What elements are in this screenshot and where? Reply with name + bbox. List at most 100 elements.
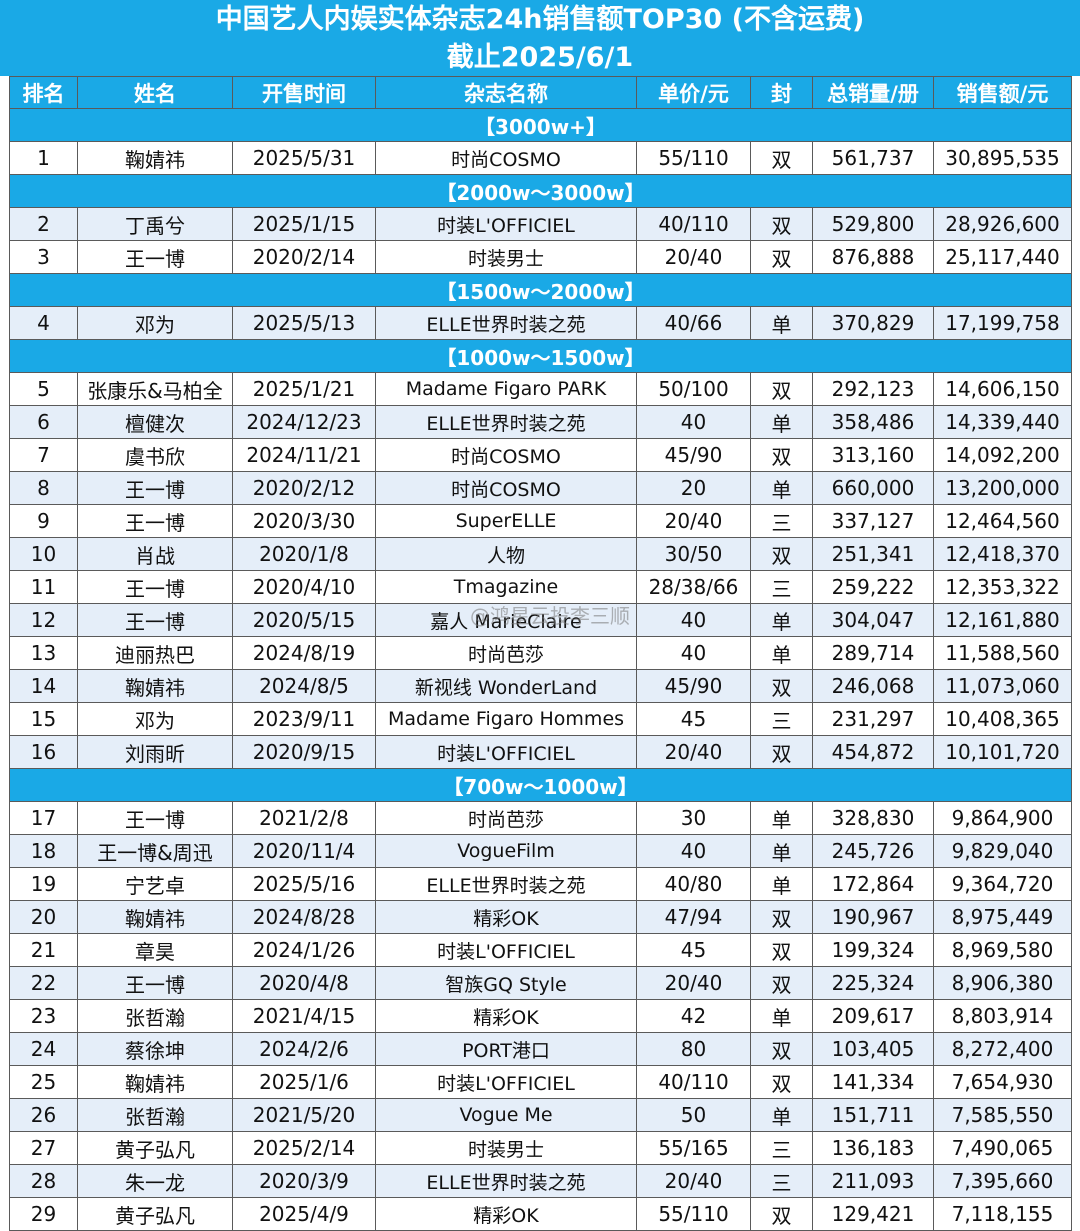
- cell-revenue: 12,464,560: [933, 504, 1072, 538]
- cell-rank: 14: [9, 669, 78, 703]
- cell-revenue: 8,803,914: [933, 999, 1072, 1033]
- table-row: 24 蔡徐坤 2024/2/6 PORT港口 80 双 103,405 8,272,400: [9, 1032, 1072, 1066]
- cell-name: 邓为: [77, 702, 233, 736]
- cell-price: 55/165: [636, 1131, 751, 1165]
- cell-revenue: 25,117,440: [933, 240, 1072, 274]
- cell-price: 20/40: [636, 966, 751, 1000]
- cell-volume: 251,341: [812, 537, 934, 571]
- cell-magazine: Tmagazine: [375, 570, 637, 604]
- cell-cover: 双: [750, 900, 813, 934]
- cell-rank: 15: [9, 702, 78, 736]
- cell-date: 2025/5/31: [232, 141, 376, 175]
- table-row: 11 王一博 2020/4/10 Tmagazine 28/38/66 三 259,222 1…: [9, 570, 1072, 604]
- cell-rank: 17: [9, 801, 78, 835]
- cell-volume: 172,864: [812, 867, 934, 901]
- table-row: 6 檀健次 2024/12/23 ELLE世界时装之苑 40 单 358,486 14,339…: [9, 405, 1072, 439]
- cell-volume: 231,297: [812, 702, 934, 736]
- cell-magazine: 嘉人 MarieClaire: [375, 603, 637, 637]
- cell-volume: 151,711: [812, 1098, 934, 1132]
- cell-revenue: 8,272,400: [933, 1032, 1072, 1066]
- cell-revenue: 12,353,322: [933, 570, 1072, 604]
- table-row: 4 邓为 2025/5/13 ELLE世界时装之苑 40/66 单 370,829 17,19…: [9, 306, 1072, 340]
- cell-magazine: 人物: [375, 537, 637, 571]
- cell-magazine: 时装L'OFFICIEL: [375, 933, 637, 967]
- cell-date: 2020/2/14: [232, 240, 376, 274]
- cell-cover: 双: [750, 372, 813, 406]
- cell-revenue: 10,408,365: [933, 702, 1072, 736]
- cell-date: 2023/9/11: [232, 702, 376, 736]
- cell-date: 2020/11/4: [232, 834, 376, 868]
- table-row: 13 迪丽热巴 2024/8/19 时尚芭莎 40 单 289,714 11,588,560: [9, 636, 1072, 670]
- table-row: 3 王一博 2020/2/14 时装男士 20/40 双 876,888 25,117,440: [9, 240, 1072, 274]
- cell-price: 45: [636, 702, 751, 736]
- cell-volume: 313,160: [812, 438, 934, 472]
- cell-name: 刘雨昕: [77, 735, 233, 769]
- cell-name: 邓为: [77, 306, 233, 340]
- cell-price: 40: [636, 405, 751, 439]
- cell-volume: 129,421: [812, 1197, 934, 1231]
- cell-price: 45: [636, 933, 751, 967]
- cell-magazine: 精彩OK: [375, 999, 637, 1033]
- cell-volume: 337,127: [812, 504, 934, 538]
- cell-rank: 24: [9, 1032, 78, 1066]
- cell-volume: 259,222: [812, 570, 934, 604]
- cell-date: 2020/4/8: [232, 966, 376, 1000]
- cell-name: 檀健次: [77, 405, 233, 439]
- cell-volume: 292,123: [812, 372, 934, 406]
- cell-name: 蔡徐坤: [77, 1032, 233, 1066]
- cell-price: 55/110: [636, 1197, 751, 1231]
- header-date: 开售时间: [232, 76, 376, 109]
- cell-cover: 双: [750, 1032, 813, 1066]
- cell-rank: 19: [9, 867, 78, 901]
- cell-date: 2024/8/5: [232, 669, 376, 703]
- cell-price: 47/94: [636, 900, 751, 934]
- table-row: 23 张哲瀚 2021/4/15 精彩OK 42 单 209,617 8,803,914: [9, 999, 1072, 1033]
- cell-date: 2020/2/12: [232, 471, 376, 505]
- section-header-row: 【1000w～1500w】: [9, 339, 1072, 373]
- cell-name: 王一博: [77, 240, 233, 274]
- section-label: 【3000w+】: [9, 108, 1072, 142]
- sales-table: 排名 姓名 开售时间 杂志名称 单价/元 封 总销量/册 销售额/元 【3000…: [9, 76, 1072, 1231]
- cell-cover: 双: [750, 966, 813, 1000]
- cell-magazine: VogueFilm: [375, 834, 637, 868]
- header-price: 单价/元: [636, 76, 751, 109]
- cell-price: 40/80: [636, 867, 751, 901]
- cell-magazine: PORT港口: [375, 1032, 637, 1066]
- cell-rank: 7: [9, 438, 78, 472]
- cell-cover: 单: [750, 471, 813, 505]
- cell-magazine: Madame Figaro Hommes: [375, 702, 637, 736]
- cell-revenue: 10,101,720: [933, 735, 1072, 769]
- section-label: 【700w～1000w】: [9, 768, 1072, 802]
- cell-name: 虞书欣: [77, 438, 233, 472]
- cell-volume: 190,967: [812, 900, 934, 934]
- cell-price: 20/40: [636, 504, 751, 538]
- cell-cover: 双: [750, 1065, 813, 1099]
- cell-revenue: 9,829,040: [933, 834, 1072, 868]
- cell-name: 张康乐&马柏全: [77, 372, 233, 406]
- cell-name: 王一博: [77, 966, 233, 1000]
- cell-revenue: 11,073,060: [933, 669, 1072, 703]
- cell-date: 2025/2/14: [232, 1131, 376, 1165]
- cell-name: 王一博: [77, 801, 233, 835]
- table-row: 27 黄子弘凡 2025/2/14 时装男士 55/165 三 136,183 7,490,0…: [9, 1131, 1072, 1165]
- cell-cover: 双: [750, 438, 813, 472]
- cell-cover: 三: [750, 504, 813, 538]
- cell-date: 2024/8/19: [232, 636, 376, 670]
- cell-date: 2020/4/10: [232, 570, 376, 604]
- table-row: 2 丁禹兮 2025/1/15 时装L'OFFICIEL 40/110 双 529,800 2…: [9, 207, 1072, 241]
- header-magazine: 杂志名称: [375, 76, 637, 109]
- cell-date: 2021/2/8: [232, 801, 376, 835]
- cell-revenue: 9,864,900: [933, 801, 1072, 835]
- cell-magazine: SuperELLE: [375, 504, 637, 538]
- cell-price: 40: [636, 636, 751, 670]
- cell-price: 40: [636, 603, 751, 637]
- cell-date: 2020/3/30: [232, 504, 376, 538]
- cell-revenue: 14,339,440: [933, 405, 1072, 439]
- header-rank: 排名: [9, 76, 78, 109]
- table-row: 17 王一博 2021/2/8 时尚芭莎 30 单 328,830 9,864,900: [9, 801, 1072, 835]
- cell-rank: 18: [9, 834, 78, 868]
- cell-magazine: 时尚COSMO: [375, 438, 637, 472]
- cell-volume: 358,486: [812, 405, 934, 439]
- cell-magazine: 时装男士: [375, 240, 637, 274]
- table-row: 16 刘雨昕 2020/9/15 时装L'OFFICIEL 20/40 双 454,872 1…: [9, 735, 1072, 769]
